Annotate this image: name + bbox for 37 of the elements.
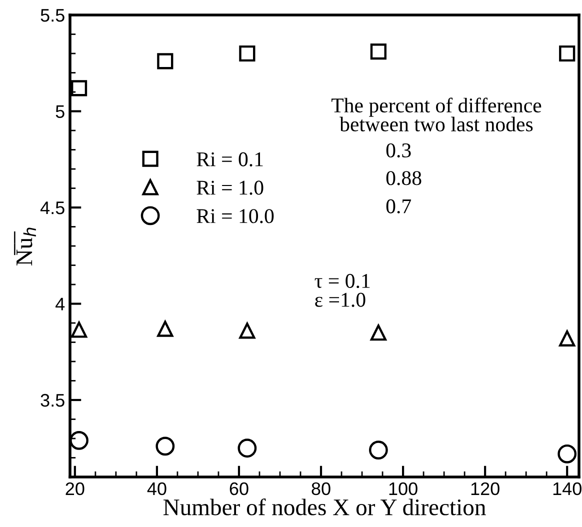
y-axis-title: N̅u̅$_{h}$: [14, 228, 36, 266]
point: [370, 44, 386, 60]
point: [370, 324, 386, 341]
point: [239, 45, 256, 62]
point: [559, 45, 576, 62]
annotation: The percent of difference between two last nodes: [331, 98, 542, 132]
annotation: 0.3: [386, 143, 411, 158]
annotation: 0.7: [386, 199, 412, 214]
point: [559, 330, 576, 346]
y-tick-label: 3.5: [40, 394, 64, 407]
x-tick-label: 20: [66, 482, 84, 496]
x-tick-label: 120: [471, 482, 500, 496]
y-tick-label: 5: [56, 105, 64, 118]
point: [239, 322, 256, 339]
x-tick-label: 100: [389, 482, 418, 496]
point: [558, 444, 577, 464]
legend-label: Ri = 1.0: [196, 180, 264, 195]
point: [157, 320, 174, 337]
point: [156, 436, 175, 456]
y-tick-label: 4.5: [40, 202, 64, 214]
annotation: 0.88: [386, 171, 422, 186]
x-tick-label: 140: [553, 482, 582, 496]
x-tick-label: 80: [312, 482, 330, 496]
point: [368, 440, 388, 460]
y-tick-label: 4: [56, 298, 65, 310]
point: [70, 80, 88, 96]
x-tick-label: 60: [230, 482, 248, 496]
point: [157, 53, 174, 70]
y-tick-label: 5.5: [40, 9, 64, 22]
x-axis-title: Number of nodes X or Y direction: [163, 498, 486, 516]
point: [70, 430, 88, 450]
legend-label: Ri = 10.0: [196, 209, 274, 224]
annotation: τ = 0.1 ε =1.0: [314, 274, 370, 307]
x-tick-label: 40: [147, 482, 166, 496]
point: [238, 438, 257, 458]
legend-label: Ri = 0.1: [196, 152, 263, 166]
point: [70, 322, 88, 338]
